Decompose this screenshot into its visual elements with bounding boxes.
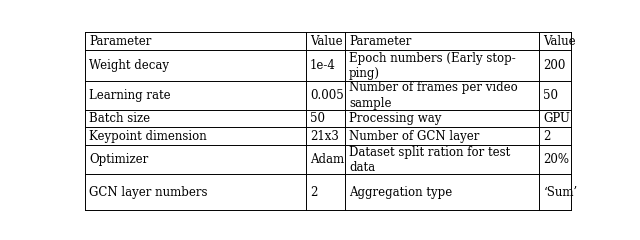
Text: Dataset split ration for test
data: Dataset split ration for test data — [349, 145, 510, 174]
Text: Epoch numbers (Early stop-
ping): Epoch numbers (Early stop- ping) — [349, 52, 516, 80]
Text: 2: 2 — [543, 130, 551, 143]
Text: 50: 50 — [543, 89, 559, 102]
Text: Processing way: Processing way — [349, 112, 442, 125]
Text: Parameter: Parameter — [89, 35, 151, 48]
Text: Keypoint dimension: Keypoint dimension — [89, 130, 207, 143]
Text: Batch size: Batch size — [89, 112, 150, 125]
Text: Number of GCN layer: Number of GCN layer — [349, 130, 479, 143]
Text: Aggregation type: Aggregation type — [349, 186, 452, 199]
Text: 50: 50 — [310, 112, 325, 125]
Text: 2: 2 — [310, 186, 317, 199]
Text: 1e-4: 1e-4 — [310, 59, 336, 72]
Text: Learning rate: Learning rate — [89, 89, 170, 102]
Text: 20%: 20% — [543, 153, 570, 166]
Text: 0.005: 0.005 — [310, 89, 344, 102]
Text: ‘Sum’: ‘Sum’ — [543, 186, 578, 199]
Text: Value: Value — [310, 35, 342, 48]
Text: Optimizer: Optimizer — [89, 153, 148, 166]
Text: GPU: GPU — [543, 112, 570, 125]
Text: 200: 200 — [543, 59, 566, 72]
Text: 21x3: 21x3 — [310, 130, 339, 143]
Text: Value: Value — [543, 35, 576, 48]
Text: Weight decay: Weight decay — [89, 59, 169, 72]
Text: Number of frames per video
sample: Number of frames per video sample — [349, 81, 518, 110]
Text: Adam: Adam — [310, 153, 344, 166]
Text: Parameter: Parameter — [349, 35, 412, 48]
Text: GCN layer numbers: GCN layer numbers — [89, 186, 207, 199]
